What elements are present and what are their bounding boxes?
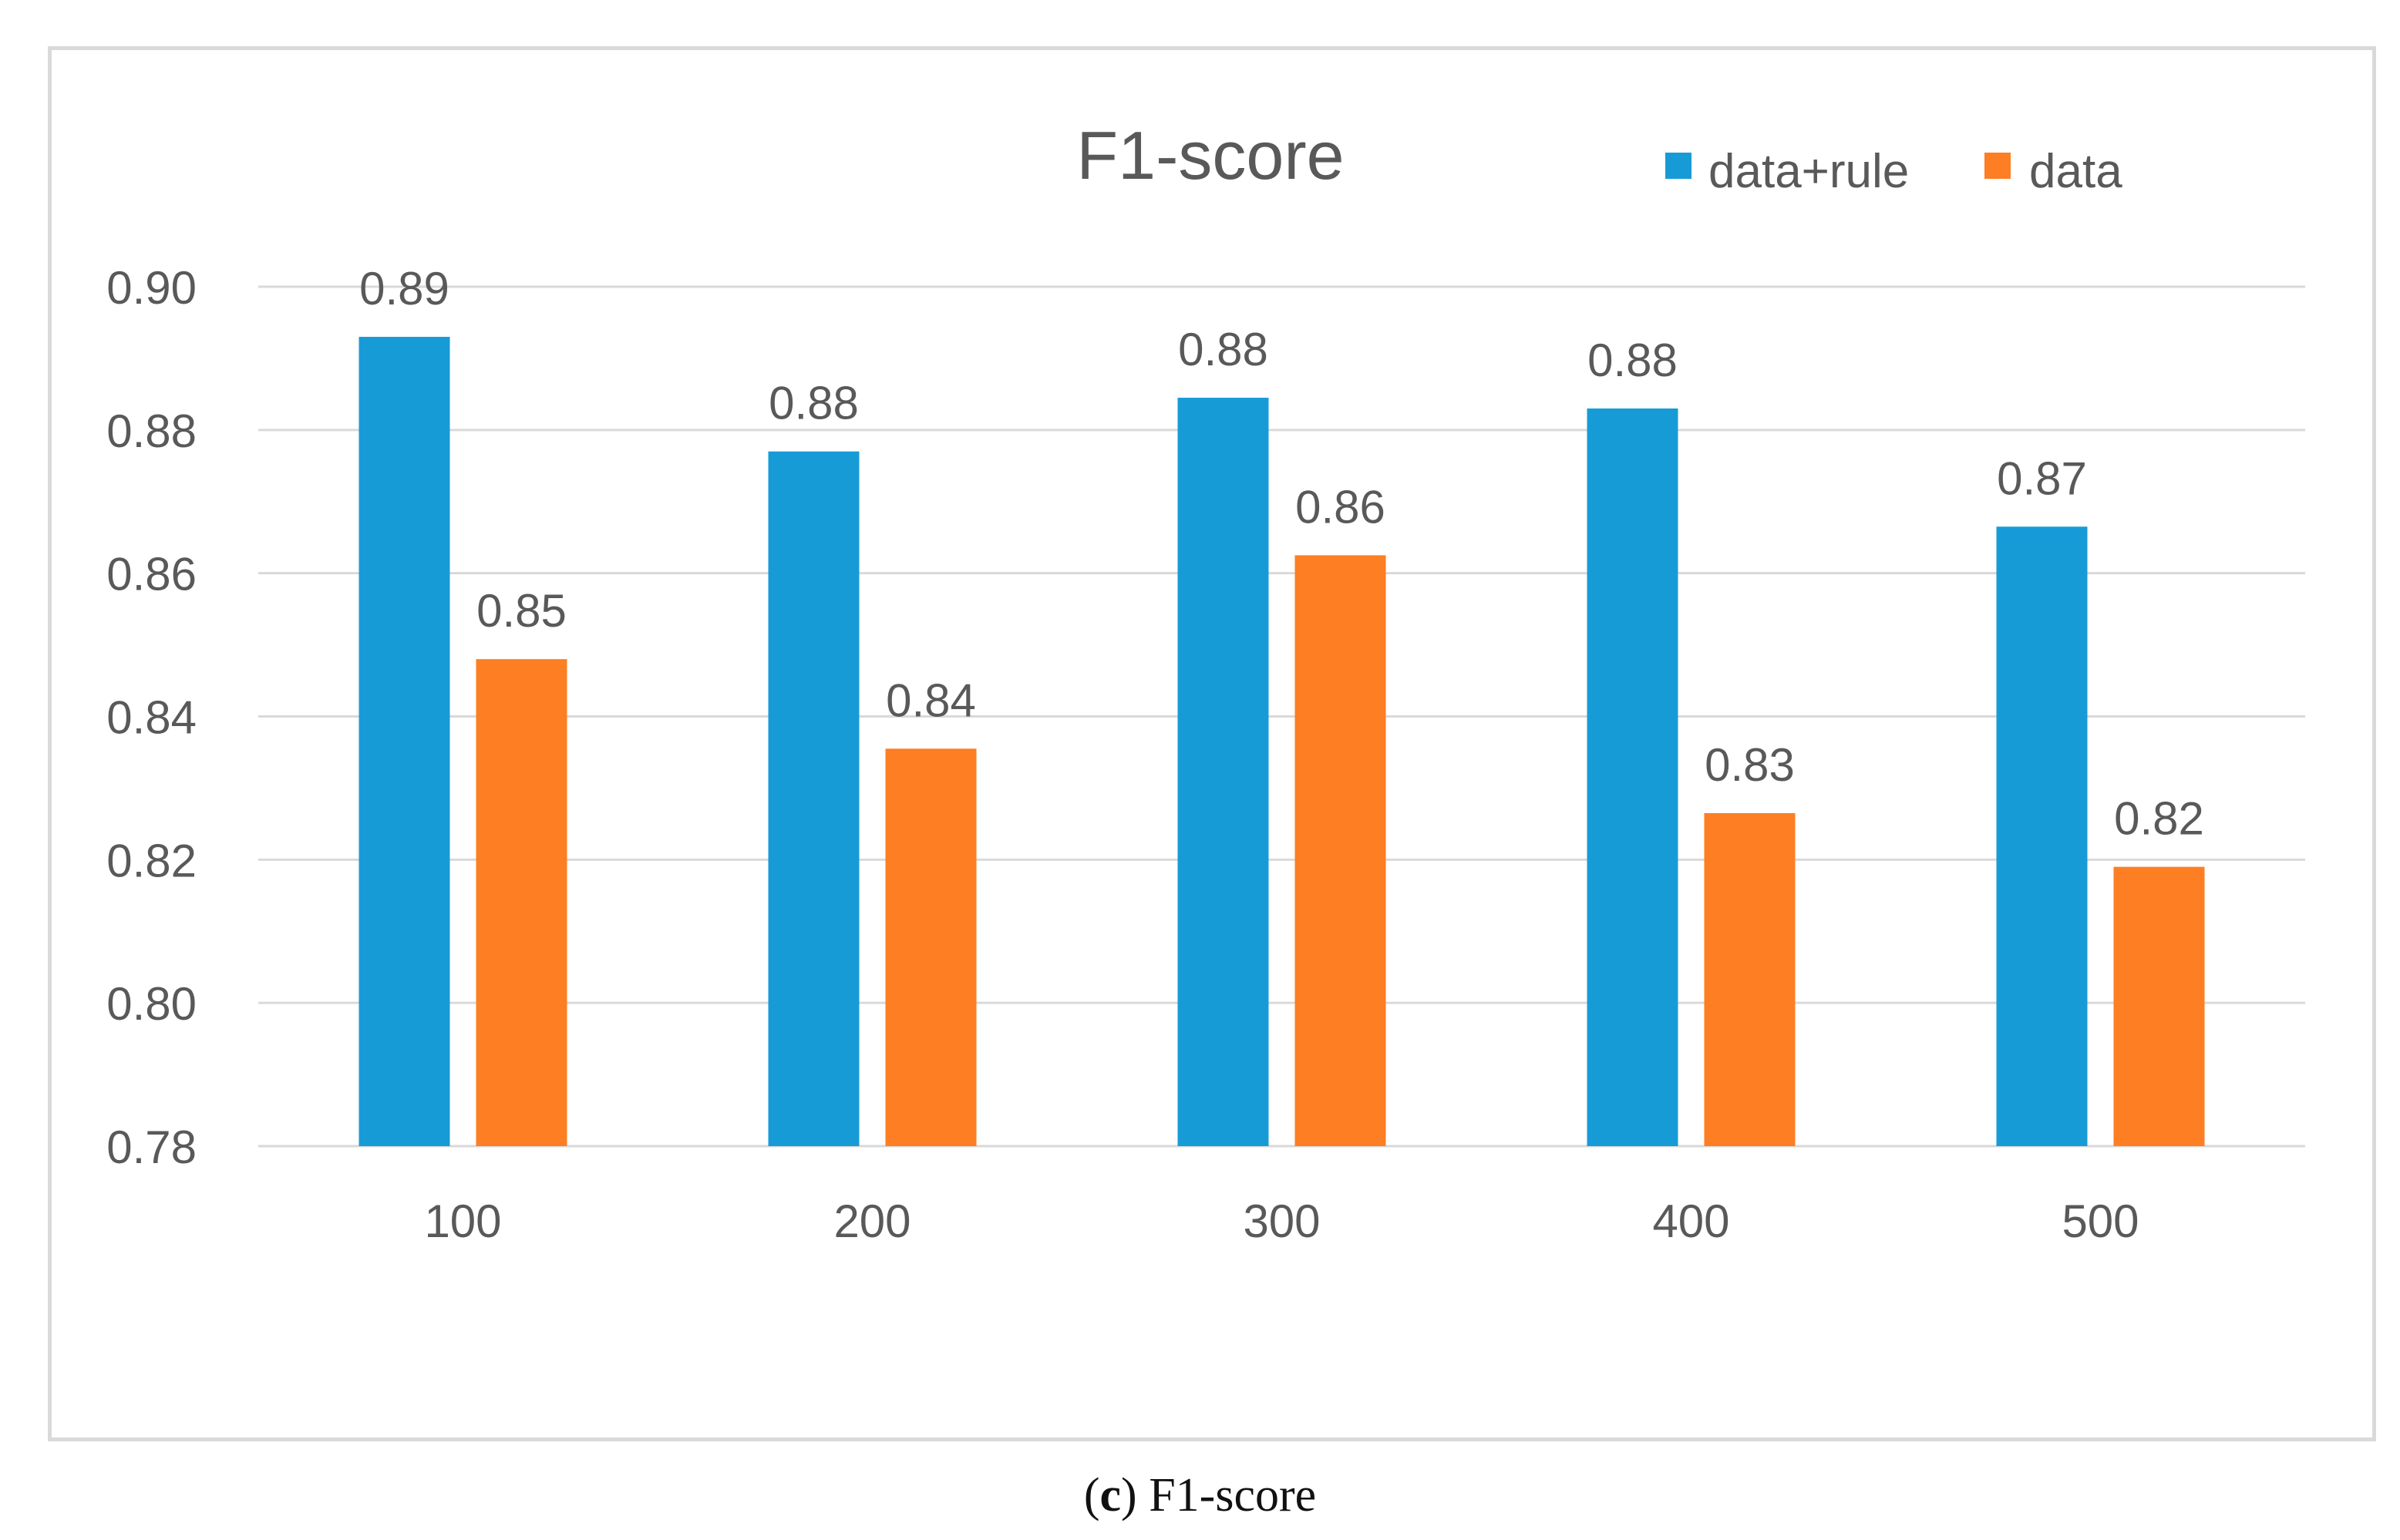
x-tick-label: 300 [1243, 1195, 1320, 1247]
gridlines [258, 285, 2305, 1148]
data-label: 0.85 [476, 585, 567, 637]
x-axis: 100 200 300 400 500 [424, 1195, 2139, 1247]
legend-swatch-data-rule [1665, 153, 1691, 179]
legend: data+rule data [1665, 145, 2122, 198]
figure-caption: (c) F1-score [0, 1468, 2400, 1523]
data-label: 0.87 [1997, 452, 2087, 504]
y-tick-label: 0.82 [106, 835, 197, 886]
bar-data-400 [1704, 812, 1796, 1146]
bar-data-rule-100 [358, 337, 450, 1147]
data-label: 0.88 [1178, 324, 1268, 375]
data-label: 0.86 [1295, 481, 1385, 533]
y-tick-label: 0.88 [106, 405, 197, 457]
data-label: 0.84 [886, 674, 976, 726]
legend-label-data-rule: data+rule [1708, 145, 1909, 198]
y-tick-label: 0.84 [106, 692, 197, 744]
caption-close-paren: ) [1121, 1469, 1137, 1522]
x-tick-label: 500 [2062, 1195, 2139, 1247]
bar-data-500 [2113, 866, 2205, 1146]
x-tick-label: 100 [424, 1195, 501, 1247]
bars [358, 337, 2205, 1147]
bar-data-rule-400 [1587, 408, 1678, 1146]
bar-data-rule-200 [768, 451, 860, 1146]
y-axis: 0.90 0.88 0.86 0.84 0.82 0.80 0.78 [106, 262, 197, 1173]
data-label: 0.88 [1587, 335, 1678, 386]
x-tick-label: 200 [833, 1195, 911, 1247]
y-tick-label: 0.78 [106, 1121, 197, 1173]
data-label: 0.89 [359, 263, 449, 314]
legend-swatch-data [1984, 153, 2011, 179]
y-tick-label: 0.86 [106, 549, 197, 600]
x-tick-label: 400 [1652, 1195, 1729, 1247]
bar-data-rule-500 [1996, 526, 2088, 1146]
data-label: 0.88 [769, 378, 859, 429]
caption-open-paren: ( [1083, 1469, 1100, 1522]
legend-label-data: data [2029, 145, 2122, 198]
caption-text: F1-score [1136, 1469, 1317, 1522]
y-tick-label: 0.90 [106, 262, 197, 314]
data-labels: 0.89 0.85 0.88 0.84 0.88 0.86 0.88 0.83 0.87 0.82 [359, 263, 2204, 845]
chart-title: F1-score [1076, 117, 1344, 193]
data-label: 0.83 [1705, 739, 1795, 791]
bar-data-300 [1294, 555, 1386, 1146]
bar-data-rule-300 [1177, 398, 1269, 1146]
bar-data-100 [476, 659, 567, 1146]
y-tick-label: 0.80 [106, 978, 197, 1030]
bar-data-200 [885, 748, 977, 1146]
data-label: 0.82 [2114, 793, 2204, 845]
caption-letter: c [1099, 1469, 1122, 1522]
